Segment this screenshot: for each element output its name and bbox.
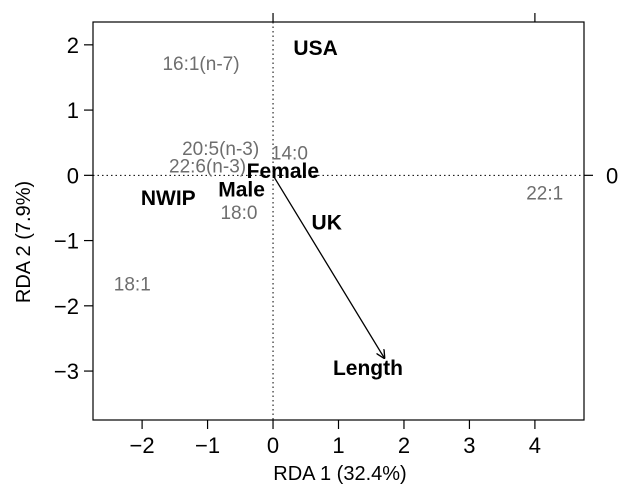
species-label: 14:0: [271, 143, 308, 164]
site-label: Male: [218, 179, 265, 202]
species-label: 18:1: [114, 275, 151, 296]
x-tick-label: 0: [267, 433, 279, 458]
species-label: 16:1(n-7): [162, 54, 239, 75]
x-tick-label: −2: [130, 433, 155, 458]
labels-layer: 16:1(n-7) 20:5(n-3) 14:0 22:6(n-3) 18:0 18:1 2…: [114, 37, 563, 380]
y-tick-label: −2: [54, 294, 79, 319]
x-axis-title: RDA 1 (32.4%): [273, 463, 406, 485]
marks-layer: [272, 174, 384, 358]
site-label: NWIP: [141, 187, 196, 210]
axes-layer: −2 −1 0 1 2 3 4 2 1 0 −1 −2 −3 0: [54, 13, 618, 458]
species-label: 20:5(n-3): [182, 139, 259, 160]
site-label: UK: [312, 211, 342, 234]
site-label: Length: [333, 357, 403, 380]
y-tick-label: 0: [67, 163, 79, 188]
site-label: Female: [247, 160, 319, 183]
y-tick-label: −1: [54, 229, 79, 254]
x-tick-label: 3: [463, 433, 475, 458]
y-axis-title: RDA 2 (7.9%): [13, 181, 35, 303]
y-tick-label: −3: [54, 359, 79, 384]
y-tick-label: 2: [67, 33, 79, 58]
species-label: 22:6(n-3): [169, 157, 246, 178]
x-tick-label: 1: [332, 433, 344, 458]
x-tick-label: 2: [398, 433, 410, 458]
site-label: USA: [293, 37, 337, 60]
x-tick-label: 4: [529, 433, 541, 458]
species-label: 22:1: [526, 183, 563, 204]
x-tick-label: −1: [195, 433, 220, 458]
species-label: 18:0: [220, 203, 257, 224]
length-vector-arrow: [272, 174, 384, 358]
y-tick-label: 1: [67, 98, 79, 123]
right-tick-label: 0: [606, 163, 618, 188]
